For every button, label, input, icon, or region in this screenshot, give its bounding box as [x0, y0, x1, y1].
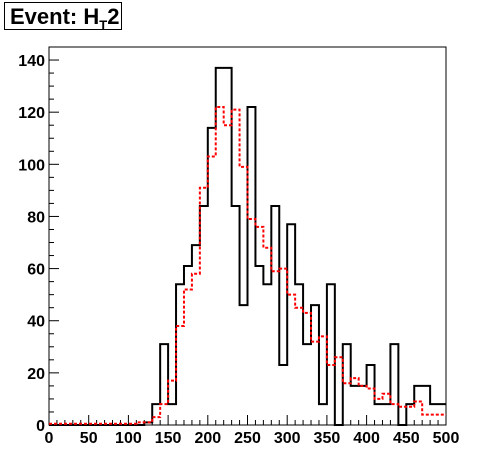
x-tick-label: 450: [393, 430, 420, 447]
chart-title: Event: HT2: [10, 4, 119, 38]
y-tick-label: 120: [18, 105, 45, 122]
y-tick-label: 60: [27, 262, 45, 279]
title-suffix: 2: [107, 4, 120, 29]
y-tick-label: 0: [36, 418, 45, 435]
series-layer: [49, 66, 446, 426]
series-solid-line: [49, 66, 446, 426]
x-tick-label: 0: [45, 430, 54, 447]
title-subscript: T: [99, 17, 108, 33]
y-tick-label: 140: [18, 53, 45, 70]
x-tick-label: 200: [194, 430, 221, 447]
series-dashed-line: [49, 105, 446, 425]
x-tick-label: 50: [80, 430, 98, 447]
title-prefix: Event: H: [10, 4, 100, 29]
x-tick-label: 250: [234, 430, 261, 447]
x-tick-label: 400: [353, 430, 380, 447]
x-tick-label: 150: [155, 430, 182, 447]
y-tick-label: 100: [18, 157, 45, 174]
x-tick-label: 500: [433, 430, 460, 447]
x-axis: 0 50 100 150 200 250 300 350 400 450 500: [45, 415, 460, 447]
y-tick-label: 20: [27, 366, 45, 383]
y-tick-label: 40: [27, 314, 45, 331]
x-tick-label: 100: [115, 430, 142, 447]
x-tick-label: 300: [274, 430, 301, 447]
y-axis: 0 20 40 60 80 100 120 140: [18, 53, 59, 435]
y-tick-label: 80: [27, 209, 45, 226]
chart-title-box: Event: HT2: [4, 2, 122, 32]
x-tick-label: 350: [314, 430, 341, 447]
